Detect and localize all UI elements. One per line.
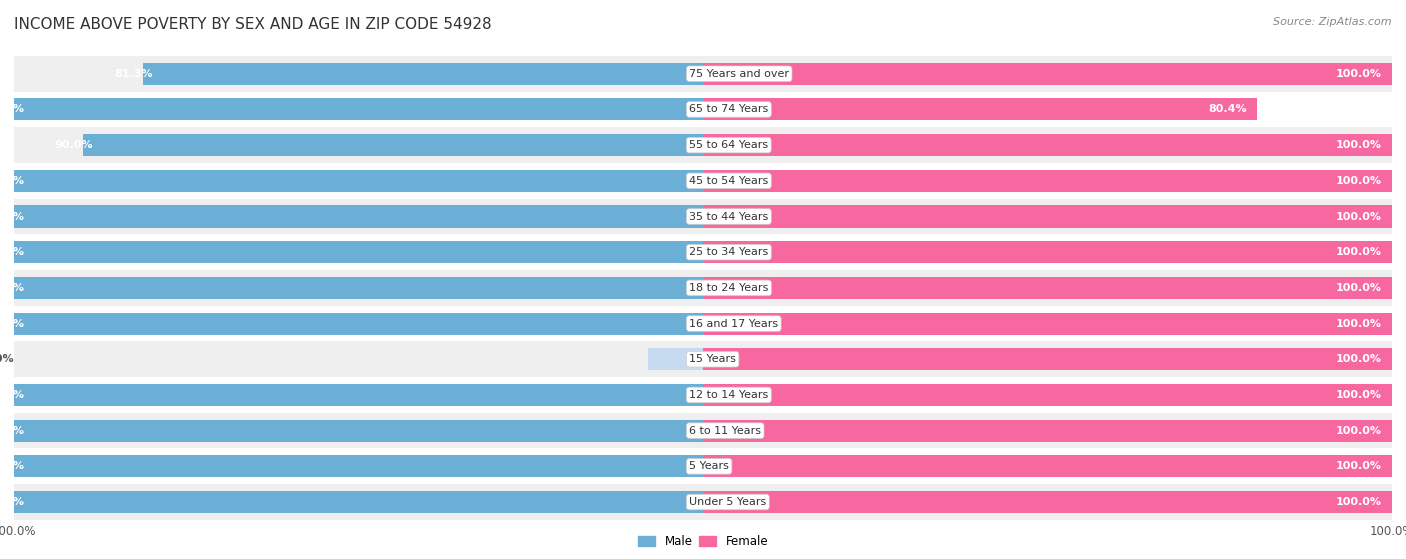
Text: 81.3%: 81.3% [115, 69, 153, 79]
Bar [703, 241, 1392, 263]
Bar [14, 491, 703, 513]
Bar [669, 127, 1406, 163]
Text: 100.0%: 100.0% [0, 105, 24, 115]
Bar [669, 484, 1406, 520]
Text: 100.0%: 100.0% [1336, 461, 1382, 471]
Text: 100.0%: 100.0% [0, 176, 24, 186]
Bar [703, 312, 1392, 335]
Text: 15 Years: 15 Years [689, 354, 737, 364]
Bar [669, 306, 1406, 342]
Bar [669, 270, 1406, 306]
Text: 75 Years and over: 75 Years and over [689, 69, 789, 79]
Text: 100.0%: 100.0% [0, 425, 24, 435]
Bar [703, 206, 1392, 228]
Bar [0, 56, 738, 92]
Bar [669, 92, 1406, 127]
Text: INCOME ABOVE POVERTY BY SEX AND AGE IN ZIP CODE 54928: INCOME ABOVE POVERTY BY SEX AND AGE IN Z… [14, 17, 492, 32]
Bar [0, 127, 738, 163]
Bar [669, 448, 1406, 484]
Text: 12 to 14 Years: 12 to 14 Years [689, 390, 769, 400]
Text: 100.0%: 100.0% [0, 247, 24, 257]
Bar [14, 312, 703, 335]
Bar [0, 306, 738, 342]
Bar [14, 277, 703, 299]
Text: 6 to 11 Years: 6 to 11 Years [689, 425, 761, 435]
Text: 100.0%: 100.0% [0, 319, 24, 329]
Bar [0, 92, 738, 127]
Bar [703, 455, 1392, 477]
Bar [0, 163, 738, 198]
Bar [669, 198, 1406, 234]
Bar [0, 270, 738, 306]
Bar [703, 384, 1392, 406]
Bar [0, 234, 738, 270]
Bar [0, 377, 738, 413]
Text: 35 to 44 Years: 35 to 44 Years [689, 211, 769, 221]
Text: 18 to 24 Years: 18 to 24 Years [689, 283, 769, 293]
Bar [0, 198, 738, 234]
Text: 0.0%: 0.0% [0, 354, 14, 364]
Bar [14, 206, 703, 228]
Text: Under 5 Years: Under 5 Years [689, 497, 766, 507]
Bar [669, 234, 1406, 270]
Bar [669, 377, 1406, 413]
Bar [669, 342, 1406, 377]
Text: 100.0%: 100.0% [1336, 247, 1382, 257]
Text: 100.0%: 100.0% [1336, 425, 1382, 435]
Text: 100.0%: 100.0% [1336, 497, 1382, 507]
Text: 100.0%: 100.0% [1336, 211, 1382, 221]
Bar [703, 98, 1257, 121]
Bar [703, 277, 1392, 299]
Text: 100.0%: 100.0% [0, 390, 24, 400]
Text: 100.0%: 100.0% [0, 497, 24, 507]
Bar [14, 241, 703, 263]
Bar [0, 342, 738, 377]
Text: 100.0%: 100.0% [0, 211, 24, 221]
Text: 90.0%: 90.0% [55, 140, 93, 150]
Bar [14, 98, 703, 121]
Bar [703, 348, 1392, 370]
Text: 45 to 54 Years: 45 to 54 Years [689, 176, 769, 186]
Bar [703, 420, 1392, 442]
Bar [703, 491, 1392, 513]
Bar [703, 63, 1392, 85]
Bar [14, 170, 703, 192]
Text: 100.0%: 100.0% [1336, 390, 1382, 400]
Text: 100.0%: 100.0% [1336, 319, 1382, 329]
Text: 100.0%: 100.0% [0, 461, 24, 471]
Bar [14, 384, 703, 406]
Legend: Male, Female: Male, Female [633, 530, 773, 553]
Bar [648, 348, 703, 370]
Text: 100.0%: 100.0% [1336, 140, 1382, 150]
Bar [14, 455, 703, 477]
Bar [669, 163, 1406, 198]
Text: 100.0%: 100.0% [1336, 69, 1382, 79]
Text: 100.0%: 100.0% [1336, 354, 1382, 364]
Text: 100.0%: 100.0% [1336, 176, 1382, 186]
Bar [669, 56, 1406, 92]
Bar [703, 134, 1392, 156]
Bar [83, 134, 703, 156]
Bar [143, 63, 703, 85]
Text: 25 to 34 Years: 25 to 34 Years [689, 247, 769, 257]
Bar [0, 413, 738, 448]
Text: 65 to 74 Years: 65 to 74 Years [689, 105, 769, 115]
Text: 16 and 17 Years: 16 and 17 Years [689, 319, 779, 329]
Text: 100.0%: 100.0% [0, 283, 24, 293]
Text: 100.0%: 100.0% [1336, 283, 1382, 293]
Bar [669, 413, 1406, 448]
Bar [0, 484, 738, 520]
Text: Source: ZipAtlas.com: Source: ZipAtlas.com [1274, 17, 1392, 27]
Bar [703, 170, 1392, 192]
Text: 80.4%: 80.4% [1208, 105, 1247, 115]
Bar [0, 448, 738, 484]
Bar [14, 420, 703, 442]
Text: 55 to 64 Years: 55 to 64 Years [689, 140, 768, 150]
Text: 5 Years: 5 Years [689, 461, 730, 471]
